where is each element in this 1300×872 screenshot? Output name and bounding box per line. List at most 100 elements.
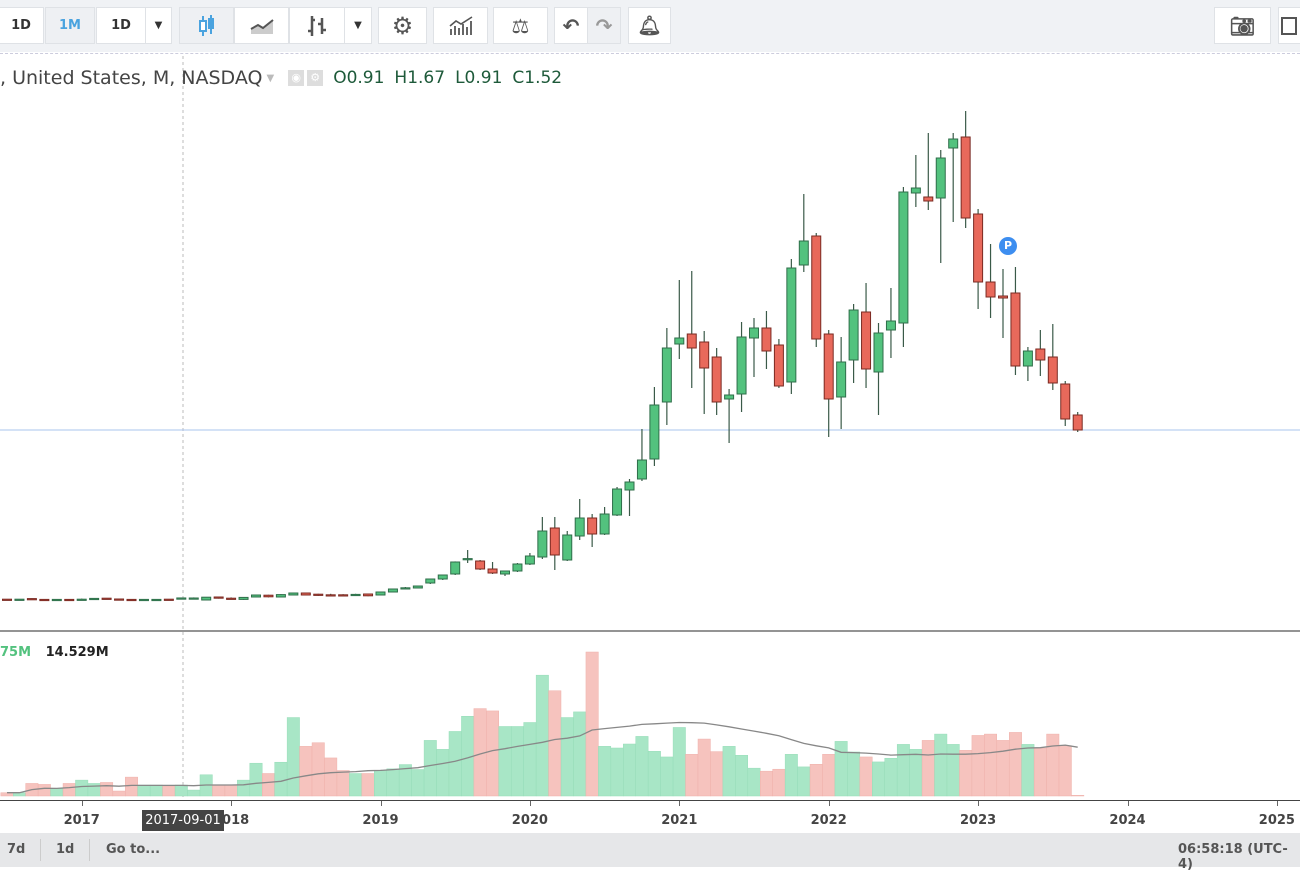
chart-type-dropdown-button[interactable]: ▼	[344, 7, 372, 44]
candle-body	[251, 594, 261, 598]
bottom-bar: 7d 1d Go to... 06:58:18 (UTC-4)	[0, 833, 1300, 872]
candle-body	[923, 196, 934, 202]
volume-bar	[374, 770, 387, 797]
candle-body	[749, 327, 759, 339]
candles-chart-type-button[interactable]	[179, 7, 234, 44]
symbol-legend: , United States, M, NASDAQ ▼ ◉ ⚙ O0.91 H…	[0, 66, 562, 90]
candle-body	[450, 561, 461, 575]
volume-bar	[921, 740, 935, 797]
volume-bar	[909, 749, 923, 797]
volume-bar	[722, 746, 736, 797]
volume-bar	[149, 784, 163, 797]
symbol-title[interactable]: , United States, M, NASDAQ	[0, 67, 263, 89]
redo-button[interactable]: ↷	[587, 7, 621, 44]
volume-bar	[486, 710, 500, 797]
caret-down-icon: ▼	[354, 20, 362, 31]
candle-body	[437, 574, 448, 580]
candle-body	[724, 394, 735, 400]
volume-legend: 75M 14.529M	[0, 645, 109, 660]
volume-bar	[224, 784, 238, 797]
volume-bar	[585, 651, 599, 797]
undo-button[interactable]: ↶	[554, 7, 588, 44]
range-7d-button[interactable]: 7d	[7, 842, 26, 857]
interval-1d-button[interactable]: 1D	[0, 7, 44, 44]
candle-body	[188, 597, 199, 600]
axis-year-label: 2020	[511, 813, 548, 828]
candle-body	[163, 598, 174, 601]
marker-badge[interactable]: P	[999, 237, 1017, 255]
volume-bar	[710, 751, 724, 797]
volume-bar	[349, 773, 363, 797]
indicators-button[interactable]	[433, 7, 488, 44]
volume-bar	[859, 756, 873, 797]
range-1d-button[interactable]: 1d	[56, 842, 75, 857]
volume-bar	[523, 722, 537, 797]
goto-button[interactable]: Go to...	[106, 842, 161, 857]
candle-body	[636, 459, 647, 480]
candle-body	[151, 598, 162, 602]
area-chart-type-button[interactable]	[234, 7, 289, 44]
volume-bar	[623, 743, 636, 797]
volume-bar	[423, 740, 437, 797]
gear-icon[interactable]: ⚙	[307, 70, 324, 86]
candle-body	[363, 593, 374, 597]
candle-body	[761, 327, 772, 352]
candle-body	[873, 332, 884, 373]
volume-bar	[436, 749, 450, 797]
volume-bar	[797, 766, 811, 797]
candle-body	[64, 598, 75, 602]
bars-chart-type-button[interactable]	[289, 7, 345, 44]
candle-body	[350, 593, 361, 597]
candle-body	[101, 597, 112, 600]
candle-body	[1035, 348, 1046, 361]
compare-button[interactable]: ⚖	[493, 7, 548, 44]
candle-body	[612, 488, 623, 516]
volume-bar	[548, 690, 562, 797]
bell-plus-icon: 🔔︎	[637, 15, 662, 37]
volume-bar	[448, 731, 462, 797]
axis-tick	[978, 801, 980, 806]
price-chart[interactable]	[0, 0, 1300, 800]
volume-bar	[336, 770, 350, 797]
eye-icon[interactable]: ◉	[288, 70, 305, 86]
volume-bar	[959, 750, 973, 797]
volume-bar	[386, 768, 400, 797]
snapshot-button[interactable]: 📷︎	[1214, 7, 1271, 44]
axis-tick	[1127, 801, 1129, 806]
candle-body	[699, 341, 710, 369]
volume-bar	[1009, 732, 1022, 797]
candle-body	[998, 295, 1008, 299]
volume-bar	[37, 784, 51, 797]
volume-bar	[747, 767, 761, 797]
candle-body	[861, 311, 872, 370]
volume-bar	[872, 761, 885, 797]
volume-bar	[361, 773, 375, 797]
candle-body	[686, 333, 697, 349]
candle-body	[960, 136, 971, 219]
candle-body	[512, 563, 523, 572]
candle-body	[811, 235, 822, 340]
candle-body	[176, 597, 187, 600]
volume-bar	[809, 764, 823, 797]
axis-tick	[1276, 801, 1278, 806]
volume-bar	[75, 779, 89, 797]
fullscreen-button[interactable]	[1278, 7, 1300, 44]
volume-value: 14.529M	[45, 645, 109, 660]
top-toolbar: 1D 1M 1D ▼ ▼ ⚙ ⚖ ↶ ↷ 🔔︎ 📷︎	[0, 0, 1300, 52]
volume-bar	[262, 773, 275, 797]
interval-1m-button[interactable]: 1M	[45, 7, 95, 44]
volume-bar	[735, 755, 748, 797]
candle-body	[661, 347, 672, 403]
volume-bar	[125, 776, 138, 797]
add-alert-button[interactable]: 🔔︎	[628, 7, 671, 44]
caret-down-icon[interactable]: ▼	[266, 72, 275, 84]
volume-bar	[174, 784, 188, 797]
candle-body	[885, 320, 896, 331]
candle-body	[39, 598, 50, 602]
settings-button[interactable]: ⚙	[378, 7, 427, 44]
interval-dropdown-button[interactable]: ▼	[145, 7, 172, 44]
candle-body	[574, 517, 585, 537]
candle-body	[1060, 383, 1071, 420]
volume-bar	[1021, 744, 1035, 797]
volume-bar	[511, 726, 524, 797]
